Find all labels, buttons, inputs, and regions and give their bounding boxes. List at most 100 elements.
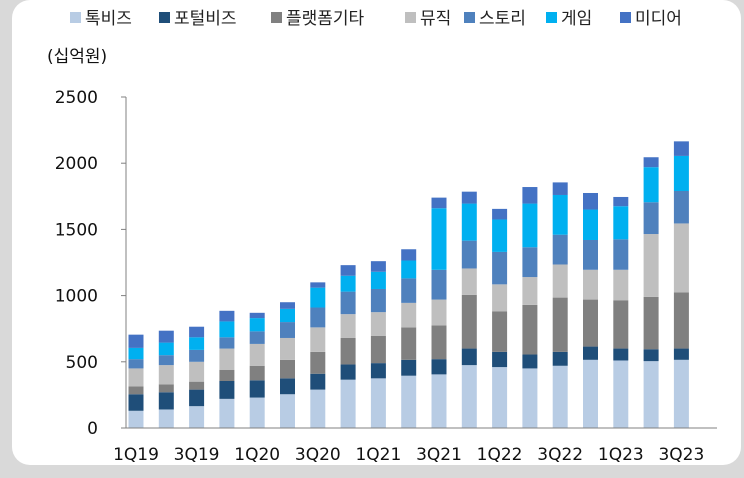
bar-segment — [583, 269, 598, 300]
bar-segment — [613, 360, 629, 428]
bar-segment — [370, 271, 386, 289]
bar-segment — [673, 292, 689, 349]
bar-segment — [310, 327, 326, 352]
bar-segment — [310, 351, 326, 374]
bar-segment — [249, 312, 265, 319]
bar-segment — [492, 284, 508, 312]
bar-segment — [310, 287, 326, 308]
bar-segment — [340, 314, 356, 338]
bar-segment — [340, 337, 356, 365]
bar-segment — [249, 365, 265, 381]
x-tick-label: 3Q21 — [416, 445, 462, 465]
bar-segment — [522, 354, 538, 369]
bar-stack — [280, 302, 295, 428]
bar-segment — [249, 343, 265, 366]
bar-segment — [189, 389, 205, 407]
bar-segment — [552, 264, 568, 298]
bar-segment — [431, 208, 447, 270]
bar-segment — [249, 318, 265, 332]
bar-segment — [219, 380, 235, 399]
chart-card: 톡비즈 포털비즈 플랫폼기타 뮤직 스토리 게임 미디어 (십억원) 0 500 1000 150… — [12, 0, 741, 465]
x-tick-label: 1Q20 — [234, 445, 280, 465]
bar-segment — [552, 182, 568, 195]
bar-segment — [522, 187, 538, 204]
bar-segment — [189, 361, 205, 382]
y-tick-label: 1000 — [55, 287, 98, 307]
bar-segment — [461, 240, 477, 269]
y-axis: 0 500 1000 1500 2000 2500 — [55, 88, 127, 439]
bar-segment — [310, 282, 326, 288]
legend-swatch — [271, 12, 282, 23]
x-tick-label: 1Q22 — [477, 445, 523, 465]
bar-segment — [158, 392, 174, 410]
bar-stack — [219, 310, 235, 428]
bar-segment — [673, 155, 689, 192]
bar-segment — [219, 321, 235, 338]
x-axis: 1Q19 3Q19 1Q20 3Q20 1Q21 3Q21 1Q22 3Q22 1Q23 3Q23 — [113, 427, 717, 465]
legend-label: 게임 — [561, 9, 592, 29]
x-tick-label: 1Q21 — [355, 445, 401, 465]
bar-segment — [613, 269, 629, 301]
bar-segment — [613, 206, 629, 240]
bar-segment — [249, 397, 265, 428]
bar-segment — [431, 197, 447, 209]
legend-label: 톡비즈 — [85, 9, 132, 29]
bar-stack — [613, 196, 629, 428]
bar-segment — [158, 355, 174, 366]
bar-segment — [673, 223, 689, 293]
bar-segment — [401, 278, 417, 303]
bar-segment — [673, 348, 689, 360]
bar-segment — [583, 239, 598, 270]
bar-segment — [340, 265, 356, 276]
bar-stack — [128, 334, 144, 428]
bar-segment — [552, 297, 568, 352]
bar-segment — [461, 191, 477, 204]
bar-segment — [401, 375, 417, 428]
stacked-bar-chart: 톡비즈 포털비즈 플랫폼기타 뮤직 스토리 게임 미디어 (십억원) 0 500 1000 150… — [47, 9, 717, 465]
bar-segment — [340, 364, 356, 380]
bar-segment — [461, 294, 477, 349]
bar-segment — [128, 359, 144, 369]
legend-label: 뮤직 — [420, 9, 451, 29]
bar-segment — [401, 327, 417, 360]
bar-segment — [431, 359, 447, 375]
bar-segment — [643, 349, 659, 362]
legend-swatch — [464, 12, 475, 23]
bar-segment — [340, 275, 356, 292]
bar-segment — [522, 277, 538, 305]
y-tick-label: 0 — [87, 419, 98, 439]
y-tick-label: 2000 — [55, 154, 98, 174]
bar-stack — [492, 208, 508, 428]
bar-segment — [249, 380, 265, 398]
x-tick-label: 3Q20 — [295, 445, 341, 465]
bar-segment — [643, 157, 659, 168]
bar-stack — [552, 182, 568, 428]
bar-segment — [189, 337, 205, 350]
bar-segment — [310, 389, 326, 428]
bar-segment — [310, 307, 326, 328]
bar-segment — [158, 342, 174, 356]
bar-segment — [673, 191, 689, 224]
bar-segment — [583, 299, 598, 347]
bar-segment — [370, 335, 386, 364]
bar-segment — [128, 410, 144, 428]
bar-segment — [158, 384, 174, 393]
bar-segment — [492, 208, 508, 220]
bar-stack — [370, 261, 386, 428]
bar-segment — [128, 386, 144, 395]
x-tick-label: 3Q22 — [537, 445, 583, 465]
bar-segment — [643, 361, 659, 428]
bar-segment — [370, 261, 386, 272]
x-tick-label: 3Q19 — [174, 445, 220, 465]
bar-segment — [340, 291, 356, 315]
bar-stack — [522, 187, 538, 428]
bar-stack — [340, 265, 356, 428]
legend: 톡비즈 포털비즈 플랫폼기타 뮤직 스토리 게임 미디어 — [70, 9, 682, 29]
bar-segment — [552, 194, 568, 235]
bar-segment — [280, 322, 295, 338]
bar-segment — [249, 331, 265, 344]
bar-segment — [673, 359, 689, 428]
bar-stack — [431, 197, 447, 428]
bar-segment — [522, 304, 538, 355]
legend-label: 플랫폼기타 — [286, 9, 365, 29]
